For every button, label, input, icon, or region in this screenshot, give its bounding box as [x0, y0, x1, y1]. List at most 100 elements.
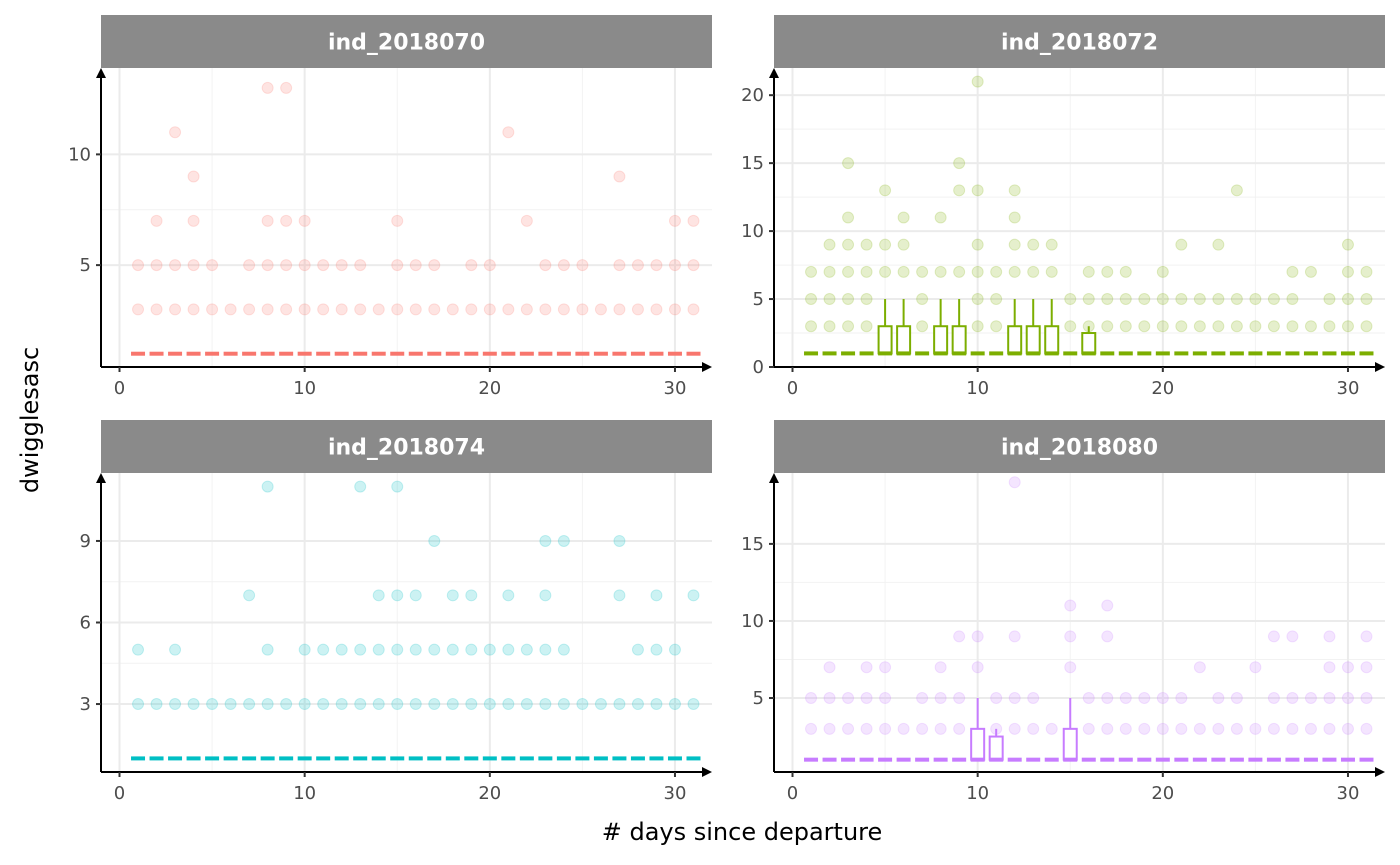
y-tick-label: 10 [741, 611, 764, 632]
data-point [483, 698, 496, 711]
data-point [953, 722, 966, 735]
data-point [1249, 293, 1262, 306]
data-point [1360, 293, 1373, 306]
data-point [1267, 293, 1280, 306]
data-point [650, 643, 663, 656]
data-point [335, 259, 348, 272]
data-point [650, 698, 663, 711]
data-point [1360, 265, 1373, 278]
data-point [1304, 692, 1317, 705]
data-point [1008, 476, 1021, 489]
data-point [650, 259, 663, 272]
data-point [594, 303, 607, 316]
data-point [916, 265, 929, 278]
data-point [243, 698, 256, 711]
facet-panel-3: ind_2018074 0 10 20 30 3 6 9 [80, 420, 712, 804]
data-point [971, 661, 984, 674]
y-tick-label: 20 [741, 85, 764, 106]
data-point [132, 698, 145, 711]
data-point [169, 126, 182, 139]
facet-title: ind_2018070 [328, 31, 485, 56]
data-point [897, 265, 910, 278]
data-point [243, 303, 256, 316]
data-point [1027, 692, 1040, 705]
data-point [823, 238, 836, 251]
data-point [335, 643, 348, 656]
data-point [1156, 722, 1169, 735]
data-point [668, 698, 681, 711]
data-point [187, 170, 200, 183]
data-point [280, 81, 293, 94]
data-point [1304, 265, 1317, 278]
data-point [409, 589, 422, 602]
data-point [298, 643, 311, 656]
y-axis-arrow [96, 473, 106, 483]
data-point [668, 303, 681, 316]
data-point [428, 643, 441, 656]
facet-strip [101, 15, 712, 68]
data-point [650, 303, 663, 316]
data-point [539, 303, 552, 316]
data-point [520, 303, 533, 316]
data-point [391, 303, 404, 316]
x-axis-arrow [702, 362, 712, 372]
data-point [1156, 692, 1169, 705]
data-point [805, 722, 818, 735]
data-point [805, 265, 818, 278]
data-point [1156, 265, 1169, 278]
data-point [1119, 265, 1132, 278]
x-tick-label: 0 [787, 783, 798, 804]
box [933, 325, 949, 355]
data-point [934, 692, 947, 705]
box [1025, 325, 1041, 355]
facet-title: ind_2018074 [328, 436, 485, 461]
data-point [1249, 320, 1262, 333]
data-point [1064, 661, 1077, 674]
data-point [650, 589, 663, 602]
data-point [187, 303, 200, 316]
data-point [465, 589, 478, 602]
data-point [187, 698, 200, 711]
data-point [823, 293, 836, 306]
data-point [372, 303, 385, 316]
x-tick-label: 20 [1151, 378, 1174, 399]
data-point [224, 303, 237, 316]
data-point [934, 211, 947, 224]
data-point [576, 698, 589, 711]
data-point [391, 259, 404, 272]
data-point [1341, 238, 1354, 251]
data-point [990, 293, 1003, 306]
data-point [823, 320, 836, 333]
data-point [1082, 320, 1095, 333]
x-tick-label: 30 [1337, 783, 1360, 804]
data-point [668, 643, 681, 656]
data-point [1323, 320, 1336, 333]
data-point [934, 722, 947, 735]
x-tick-label: 30 [664, 378, 687, 399]
data-point [953, 692, 966, 705]
data-point [409, 698, 422, 711]
data-point [1008, 722, 1021, 735]
data-point [132, 259, 145, 272]
data-point [631, 698, 644, 711]
data-point [687, 214, 700, 227]
box [896, 325, 912, 355]
data-point [1341, 320, 1354, 333]
data-point [842, 722, 855, 735]
data-point [317, 643, 330, 656]
data-point [953, 184, 966, 197]
x-tick-label: 30 [664, 783, 687, 804]
data-point [557, 259, 570, 272]
data-point [971, 75, 984, 88]
data-point [971, 293, 984, 306]
data-point [206, 698, 219, 711]
data-point [428, 259, 441, 272]
data-point [879, 238, 892, 251]
data-point [613, 589, 626, 602]
data-point [990, 265, 1003, 278]
data-point [842, 692, 855, 705]
data-point [860, 661, 873, 674]
data-point [1286, 692, 1299, 705]
data-point [1045, 238, 1058, 251]
data-point [1156, 320, 1169, 333]
